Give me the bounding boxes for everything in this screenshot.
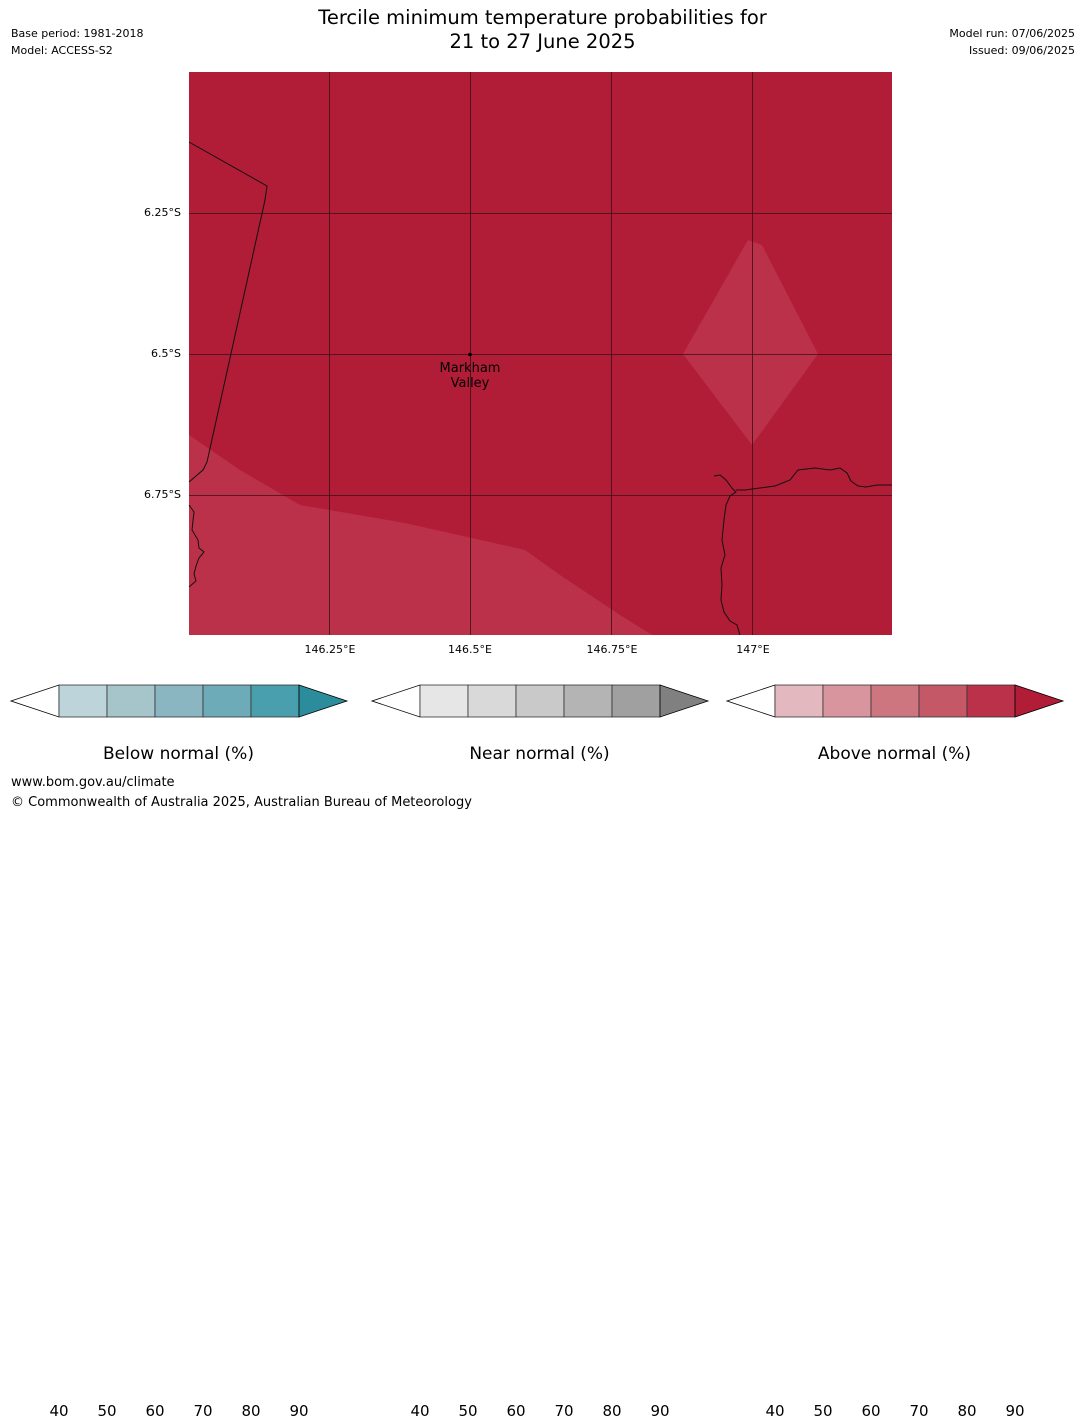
issued-text: Issued: 09/06/2025 [968,44,1075,57]
map-region-above-70-80-south [189,435,652,635]
coastline-west [188,504,205,588]
colorbar-above-upper-arrow [1014,684,1065,718]
colorbar-above-60-70 [870,684,920,718]
tick-below-90: 90 [289,1402,309,1420]
map-canvas: Markham Valley [188,72,892,636]
tick-above-80: 80 [957,1402,977,1420]
meta-left: Base period: 1981-2018 Model: ACCESS-S2 [11,25,143,59]
tick-below-70: 70 [193,1402,213,1420]
model-run-text: Model run: 07/06/2025 [949,27,1075,40]
tick-near-40: 40 [410,1402,430,1420]
legend-near-normal: 40 50 60 70 80 90 [371,684,711,1420]
colorbar-below-40-50 [58,684,108,718]
colorbar-below-lower-arrow [10,684,60,718]
colorbar-near-50-60 [467,684,517,718]
tick-above-60: 60 [861,1402,881,1420]
meta-right: Model run: 07/06/2025 Issued: 09/06/2025 [949,25,1075,59]
colorbar-below-60-70 [154,684,204,718]
boundary-lines [188,141,892,636]
model-text: Model: ACCESS-S2 [11,44,113,57]
map-region-above-70-80-east [683,240,818,445]
colorbar-near-normal [371,684,710,718]
colorbar-below-50-60 [106,684,156,718]
tick-above-90: 90 [1005,1402,1025,1420]
colorbar-above-lower-arrow [726,684,776,718]
lon-label-146-75: 146.75°E [586,643,638,656]
coastline-gulf [736,467,892,491]
coastline-east [713,474,741,636]
lon-label-146-5: 146.5°E [448,643,492,656]
colorbar-near-60-70 [515,684,565,718]
tick-near-80: 80 [602,1402,622,1420]
markham-valley-marker [468,352,472,357]
legend-title-near-normal: Near normal (%) [469,744,610,764]
legend-below-normal: 40 50 60 70 80 90 [10,684,350,1420]
colorbar-near-80-90 [611,684,661,718]
tick-above-40: 40 [765,1402,785,1420]
lon-label-147: 147°E [736,643,770,656]
colorbar-near-70-80 [563,684,613,718]
lat-label-6-5: 6.5°S [151,347,181,360]
colorbar-below-upper-arrow [298,684,349,718]
colorbar-above-40-50 [774,684,824,718]
place-label-line-2: Valley [451,376,490,391]
lat-label-6-75: 6.75°S [144,488,181,501]
province-boundary [188,141,268,483]
colorbar-above-50-60 [822,684,872,718]
legend-above-normal: 40 50 60 70 80 90 [726,684,1066,1420]
base-period-text: Base period: 1981-2018 [11,27,144,40]
colorbar-near-40-50 [419,684,469,718]
tick-near-50: 50 [458,1402,478,1420]
tick-below-40: 40 [49,1402,69,1420]
colorbar-near-upper-arrow [659,684,710,718]
tick-near-90: 90 [650,1402,670,1420]
legend-title-above-normal: Above normal (%) [817,744,972,764]
lon-label-146-25: 146.25°E [304,643,356,656]
footer-copyright: © Commonwealth of Australia 2025, Austra… [11,795,472,810]
chart-title: Tercile minimum temperature probabilitie… [0,6,1085,54]
colorbar-above-70-80 [918,684,968,718]
colorbar-below-70-80 [202,684,252,718]
colorbar-above-80-90 [966,684,1016,718]
colorbar-below-normal [10,684,349,718]
title-line-1: Tercile minimum temperature probabilitie… [318,6,767,29]
colorbar-above-normal [726,684,1065,718]
colorbar-below-80-90 [250,684,300,718]
title-line-2: 21 to 27 June 2025 [449,30,636,53]
tick-near-60: 60 [506,1402,526,1420]
legend-title-below-normal: Below normal (%) [103,744,254,764]
tick-below-50: 50 [97,1402,117,1420]
tick-above-70: 70 [909,1402,929,1420]
lat-label-6-25: 6.25°S [144,206,181,219]
footer-url: www.bom.gov.au/climate [11,775,175,790]
tick-below-80: 80 [241,1402,261,1420]
grid-lines [189,72,892,635]
tick-near-70: 70 [554,1402,574,1420]
place-label-line-1: Markham [440,361,501,376]
tick-above-50: 50 [813,1402,833,1420]
colorbar-near-lower-arrow [371,684,421,718]
tick-below-60: 60 [145,1402,165,1420]
